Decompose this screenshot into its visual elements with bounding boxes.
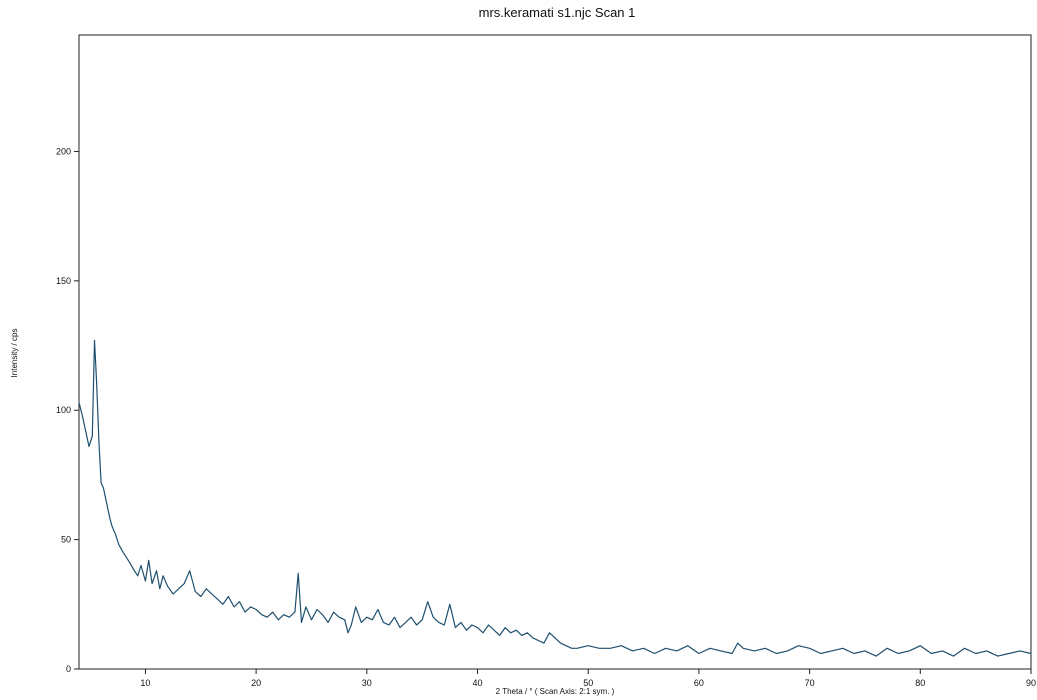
y-tick-label: 0: [66, 664, 71, 674]
x-tick-label: 90: [1026, 678, 1036, 688]
y-tick-label: 200: [56, 146, 71, 156]
x-tick-label: 20: [251, 678, 261, 688]
y-tick-label: 100: [56, 405, 71, 415]
x-axis-ticks: 10 20 30 40 50 60 70 80 90: [140, 669, 1036, 688]
x-tick-label: 60: [694, 678, 704, 688]
x-tick-label: 70: [805, 678, 815, 688]
y-tick-label: 50: [61, 535, 71, 545]
chart-title: mrs.keramati s1.njc Scan 1: [479, 5, 636, 20]
x-tick-label: 50: [583, 678, 593, 688]
y-axis-label: Intensity / cps: [10, 329, 19, 378]
series-line: [78, 339, 1032, 657]
y-tick-label: 150: [56, 276, 71, 286]
x-tick-label: 80: [915, 678, 925, 688]
x-tick-label: 10: [140, 678, 150, 688]
y-axis-ticks: 0 50 100 150 200: [56, 146, 79, 674]
plot-frame: [78, 34, 1032, 670]
x-axis-label: 2 Theta / ° ( Scan Axis: 2:1 sym. ): [496, 687, 615, 696]
x-tick-label: 40: [473, 678, 483, 688]
x-tick-label: 30: [362, 678, 372, 688]
